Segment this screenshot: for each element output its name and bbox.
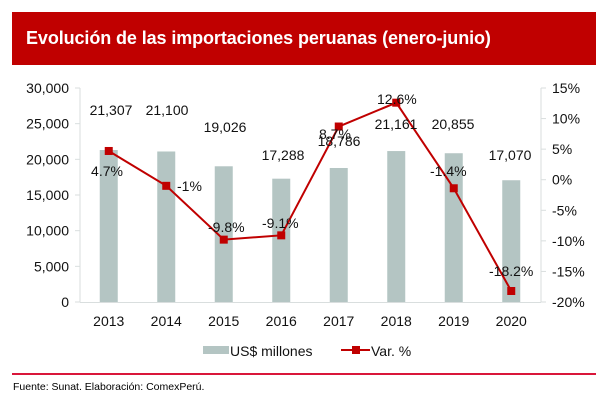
x-axis-tick-label: 2019 [438, 313, 469, 329]
line-value-label: -18.2% [489, 263, 533, 279]
bar-2019 [444, 153, 463, 302]
bar-2018 [387, 151, 406, 302]
right-axis-tick-label: -15% [552, 263, 585, 279]
bar-value-label: 19,026 [204, 119, 247, 135]
x-axis-tick-label: 2017 [323, 313, 354, 329]
bar-value-label: 18,786 [318, 133, 361, 149]
line-value-label: 4.7% [91, 163, 123, 179]
right-axis-tick-label: 5% [552, 141, 572, 157]
x-axis-tick-label: 2020 [496, 313, 527, 329]
chart-header: Evolución de las importaciones peruanas … [12, 12, 596, 65]
bar-2017 [329, 167, 348, 302]
left-axis-tick-label: 30,000 [26, 80, 69, 96]
var-marker-2017 [334, 122, 343, 131]
right-axis-tick-label: -5% [552, 202, 577, 218]
right-axis-tick-label: -10% [552, 233, 585, 249]
var-marker-2014 [162, 181, 171, 190]
legend-label-line: Var. % [371, 343, 411, 359]
left-axis-tick-label: 10,000 [26, 223, 69, 239]
x-axis-tick-label: 2014 [151, 313, 182, 329]
line-value-label: -9.1% [262, 215, 299, 231]
bar-2013 [99, 150, 118, 302]
left-axis-tick-label: 25,000 [26, 116, 69, 132]
x-axis-tick-label: 2016 [266, 313, 297, 329]
right-axis-tick-label: 0% [552, 172, 572, 188]
var-marker-2016 [277, 231, 286, 240]
bar-value-label: 17,070 [489, 147, 532, 163]
bar-value-label: 21,100 [146, 102, 189, 118]
line-value-label: -1.4% [430, 163, 467, 179]
x-axis-tick-label: 2018 [381, 313, 412, 329]
var-marker-2020 [507, 286, 516, 295]
bar-value-label: 17,288 [262, 147, 305, 163]
var-marker-2015 [219, 235, 228, 244]
legend-label-bar: US$ millones [230, 343, 312, 359]
bar-2015 [214, 166, 233, 302]
legend-swatch-bar [203, 346, 229, 354]
var-line [108, 101, 513, 292]
x-axis-tick-label: 2015 [208, 313, 239, 329]
chart-title: Evolución de las importaciones peruanas … [26, 28, 491, 48]
source-note: Fuente: Sunat. Elaboración: ComexPerú. [13, 381, 205, 393]
right-axis-tick-label: -20% [552, 294, 585, 310]
bar-2020 [502, 180, 521, 302]
left-axis-tick-label: 15,000 [26, 187, 69, 203]
bar-value-label: 21,307 [90, 102, 133, 118]
var-marker-2013 [104, 146, 113, 155]
right-axis-tick-label: 15% [552, 80, 580, 96]
var-marker-2018 [392, 98, 401, 107]
left-axis-tick-label: 20,000 [26, 151, 69, 167]
legend-swatch-marker [352, 346, 360, 354]
line-value-label: 12.6% [377, 91, 417, 107]
line-value-label: 8.7% [319, 126, 351, 142]
bar-value-label: 20,855 [432, 116, 475, 132]
line-value-label: -1% [177, 178, 202, 194]
line-value-label: -9.8% [208, 219, 245, 235]
bar-2014 [157, 151, 176, 302]
x-axis-tick-label: 2013 [93, 313, 124, 329]
left-axis-tick-label: 5,000 [34, 258, 69, 274]
separator-line [12, 373, 596, 375]
bar-value-label: 21,161 [375, 116, 418, 132]
var-marker-2019 [449, 184, 458, 193]
right-axis-tick-label: 10% [552, 111, 580, 127]
bar-2016 [272, 178, 291, 302]
left-axis-tick-label: 0 [61, 294, 69, 310]
